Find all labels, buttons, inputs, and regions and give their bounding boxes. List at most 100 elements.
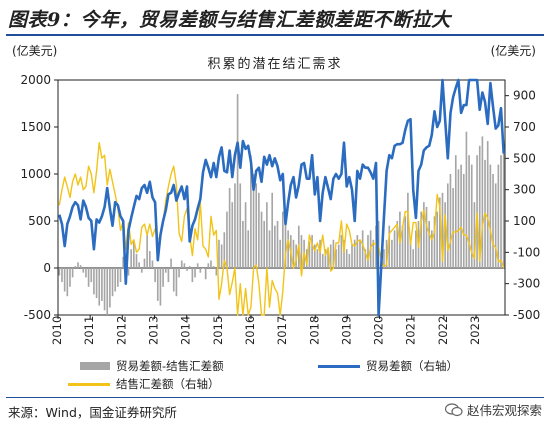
bar-gap: [489, 164, 492, 268]
bar-gap: [473, 202, 476, 268]
bar-gap: [130, 249, 132, 268]
bar-gap: [77, 262, 79, 268]
bar-gap: [122, 256, 125, 268]
bar-gap: [497, 164, 500, 268]
bar-gap: [231, 202, 234, 268]
bar-gap: [383, 249, 385, 268]
chart-title: 积累的潜在结汇需求: [207, 57, 343, 72]
bar-gap: [492, 174, 494, 268]
footer-divider: [6, 397, 544, 398]
bar-gap: [223, 232, 226, 268]
bar-gap: [260, 211, 263, 268]
bar-gap: [228, 188, 231, 268]
bar-gap: [470, 164, 473, 268]
bar-gap: [462, 174, 465, 268]
bar-gap: [372, 239, 375, 268]
bar-gap: [196, 263, 199, 268]
bar-gap: [58, 268, 61, 276]
right-axis-unit: (亿美元): [490, 44, 536, 58]
bar-gap: [468, 155, 470, 268]
bar-gap: [71, 268, 74, 278]
bar-gap: [85, 268, 87, 278]
bar-gap: [476, 155, 478, 268]
bar-gap: [95, 268, 98, 299]
figure-title: 图表9：今年，贸易差额与结售汇差额差距不断拉大: [8, 9, 451, 31]
x-tick-label: 2015: [211, 316, 225, 345]
right-tick-label: -500: [513, 308, 540, 322]
bar-gap: [263, 221, 266, 268]
bar-gap: [494, 183, 497, 268]
bar-gap: [481, 136, 484, 268]
bar-gap: [172, 268, 175, 292]
bar-gap: [103, 268, 106, 311]
bar-gap: [66, 268, 69, 297]
bar-gap: [438, 197, 441, 268]
bar-gap: [61, 268, 63, 283]
bar-gap: [215, 268, 218, 276]
bar-gap: [324, 249, 327, 268]
bar-gap: [282, 211, 284, 268]
legend-label-gap: 贸易差额-结售汇差额: [116, 359, 224, 373]
bar-gap: [236, 94, 239, 268]
bar-gap: [258, 192, 260, 268]
bar-gap: [119, 268, 122, 283]
bar-gap: [178, 268, 180, 278]
bar-gap: [63, 268, 66, 292]
bar-gap: [444, 202, 446, 268]
left-tick-label: 2000: [20, 73, 51, 87]
bar-gap: [212, 266, 215, 268]
bar-gap: [266, 202, 268, 268]
x-tick-label: 2018: [307, 316, 321, 345]
bar-gap: [279, 239, 281, 268]
bar-gap: [367, 235, 369, 268]
bar-gap: [274, 225, 276, 268]
bar-gap: [436, 211, 438, 268]
left-tick-label: 500: [28, 214, 51, 228]
bar-gap: [433, 216, 436, 268]
left-tick-label: 0: [43, 261, 51, 275]
x-tick-label: 2021: [404, 316, 418, 345]
bar-gap: [218, 239, 220, 268]
bar-gap: [255, 183, 258, 268]
bar-gap: [502, 145, 505, 268]
watermark-text: 赵伟宏观探索: [466, 403, 542, 418]
bar-gap: [327, 251, 329, 268]
right-tick-label: 500: [513, 151, 536, 165]
chart-legend: 贸易差额-结售汇差额 贸易差额（右轴） 结售汇差额（右轴）: [0, 356, 550, 392]
bar-gap: [452, 188, 454, 268]
bar-gap: [239, 183, 242, 268]
bar-gap: [446, 183, 449, 268]
x-tick-label: 2011: [82, 316, 96, 345]
source-note: 来源：Wind，国金证券研究所: [8, 405, 177, 420]
bar-gap: [133, 239, 135, 268]
bar-gap: [313, 244, 316, 268]
bar-gap: [146, 235, 148, 268]
bar-gap: [393, 230, 396, 268]
bar-gap: [340, 235, 343, 268]
bar-gap: [431, 230, 433, 268]
bar-gap: [98, 268, 101, 306]
x-tick-label: 2022: [436, 316, 450, 345]
title-divider: [6, 34, 544, 36]
right-tick-label: 900: [513, 89, 536, 103]
x-tick-label: 2014: [179, 316, 193, 345]
bar-gap: [425, 206, 428, 268]
bar-gap: [170, 258, 172, 268]
bar-gap: [332, 239, 335, 268]
bar-gap: [409, 239, 412, 268]
bar-gap: [127, 268, 130, 276]
bar-gap: [69, 268, 71, 287]
bar-gap: [148, 251, 151, 268]
left-tick-label: 1500: [20, 120, 51, 134]
bar-gap: [345, 249, 348, 268]
bar-gap: [164, 268, 167, 273]
left-tick-label: 1000: [20, 167, 51, 181]
bar-gap: [353, 239, 356, 268]
bar-gap: [460, 164, 462, 268]
bar-gap: [428, 221, 430, 268]
bar-gap: [93, 268, 95, 295]
left-tick-label: -500: [24, 308, 51, 322]
bar-gap: [154, 268, 156, 283]
bar-gap: [101, 268, 103, 301]
bar-gap: [300, 235, 303, 268]
